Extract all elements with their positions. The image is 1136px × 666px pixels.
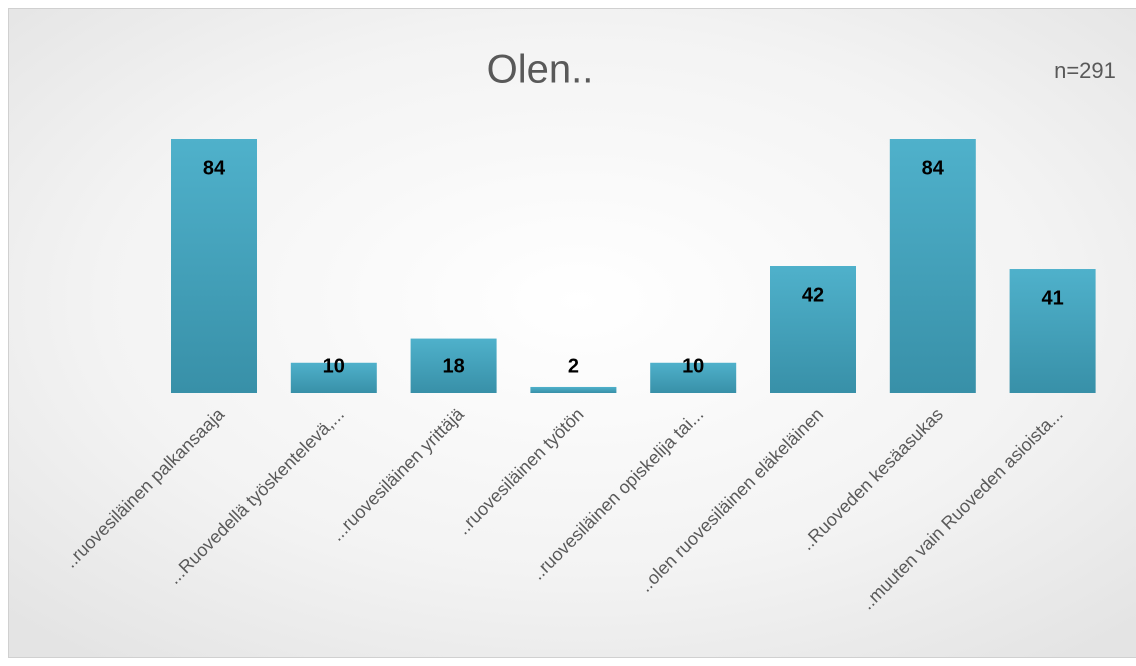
bar [290,362,377,393]
bar [410,338,497,393]
data-label: 2 [568,355,579,377]
chart-title: Olen.. [487,48,594,92]
data-label: 41 [1041,287,1063,309]
data-label: 84 [922,157,945,179]
data-label: 18 [442,355,464,377]
annotation: n=291 [1054,58,1116,83]
bar [171,139,257,393]
bar [770,266,856,393]
data-label: 84 [203,157,226,179]
bar [650,362,737,393]
data-label: 10 [682,355,704,377]
bar [530,386,617,393]
data-label: 42 [802,284,824,306]
bar [889,139,976,393]
bar [1009,269,1096,393]
data-label: 10 [323,355,345,377]
